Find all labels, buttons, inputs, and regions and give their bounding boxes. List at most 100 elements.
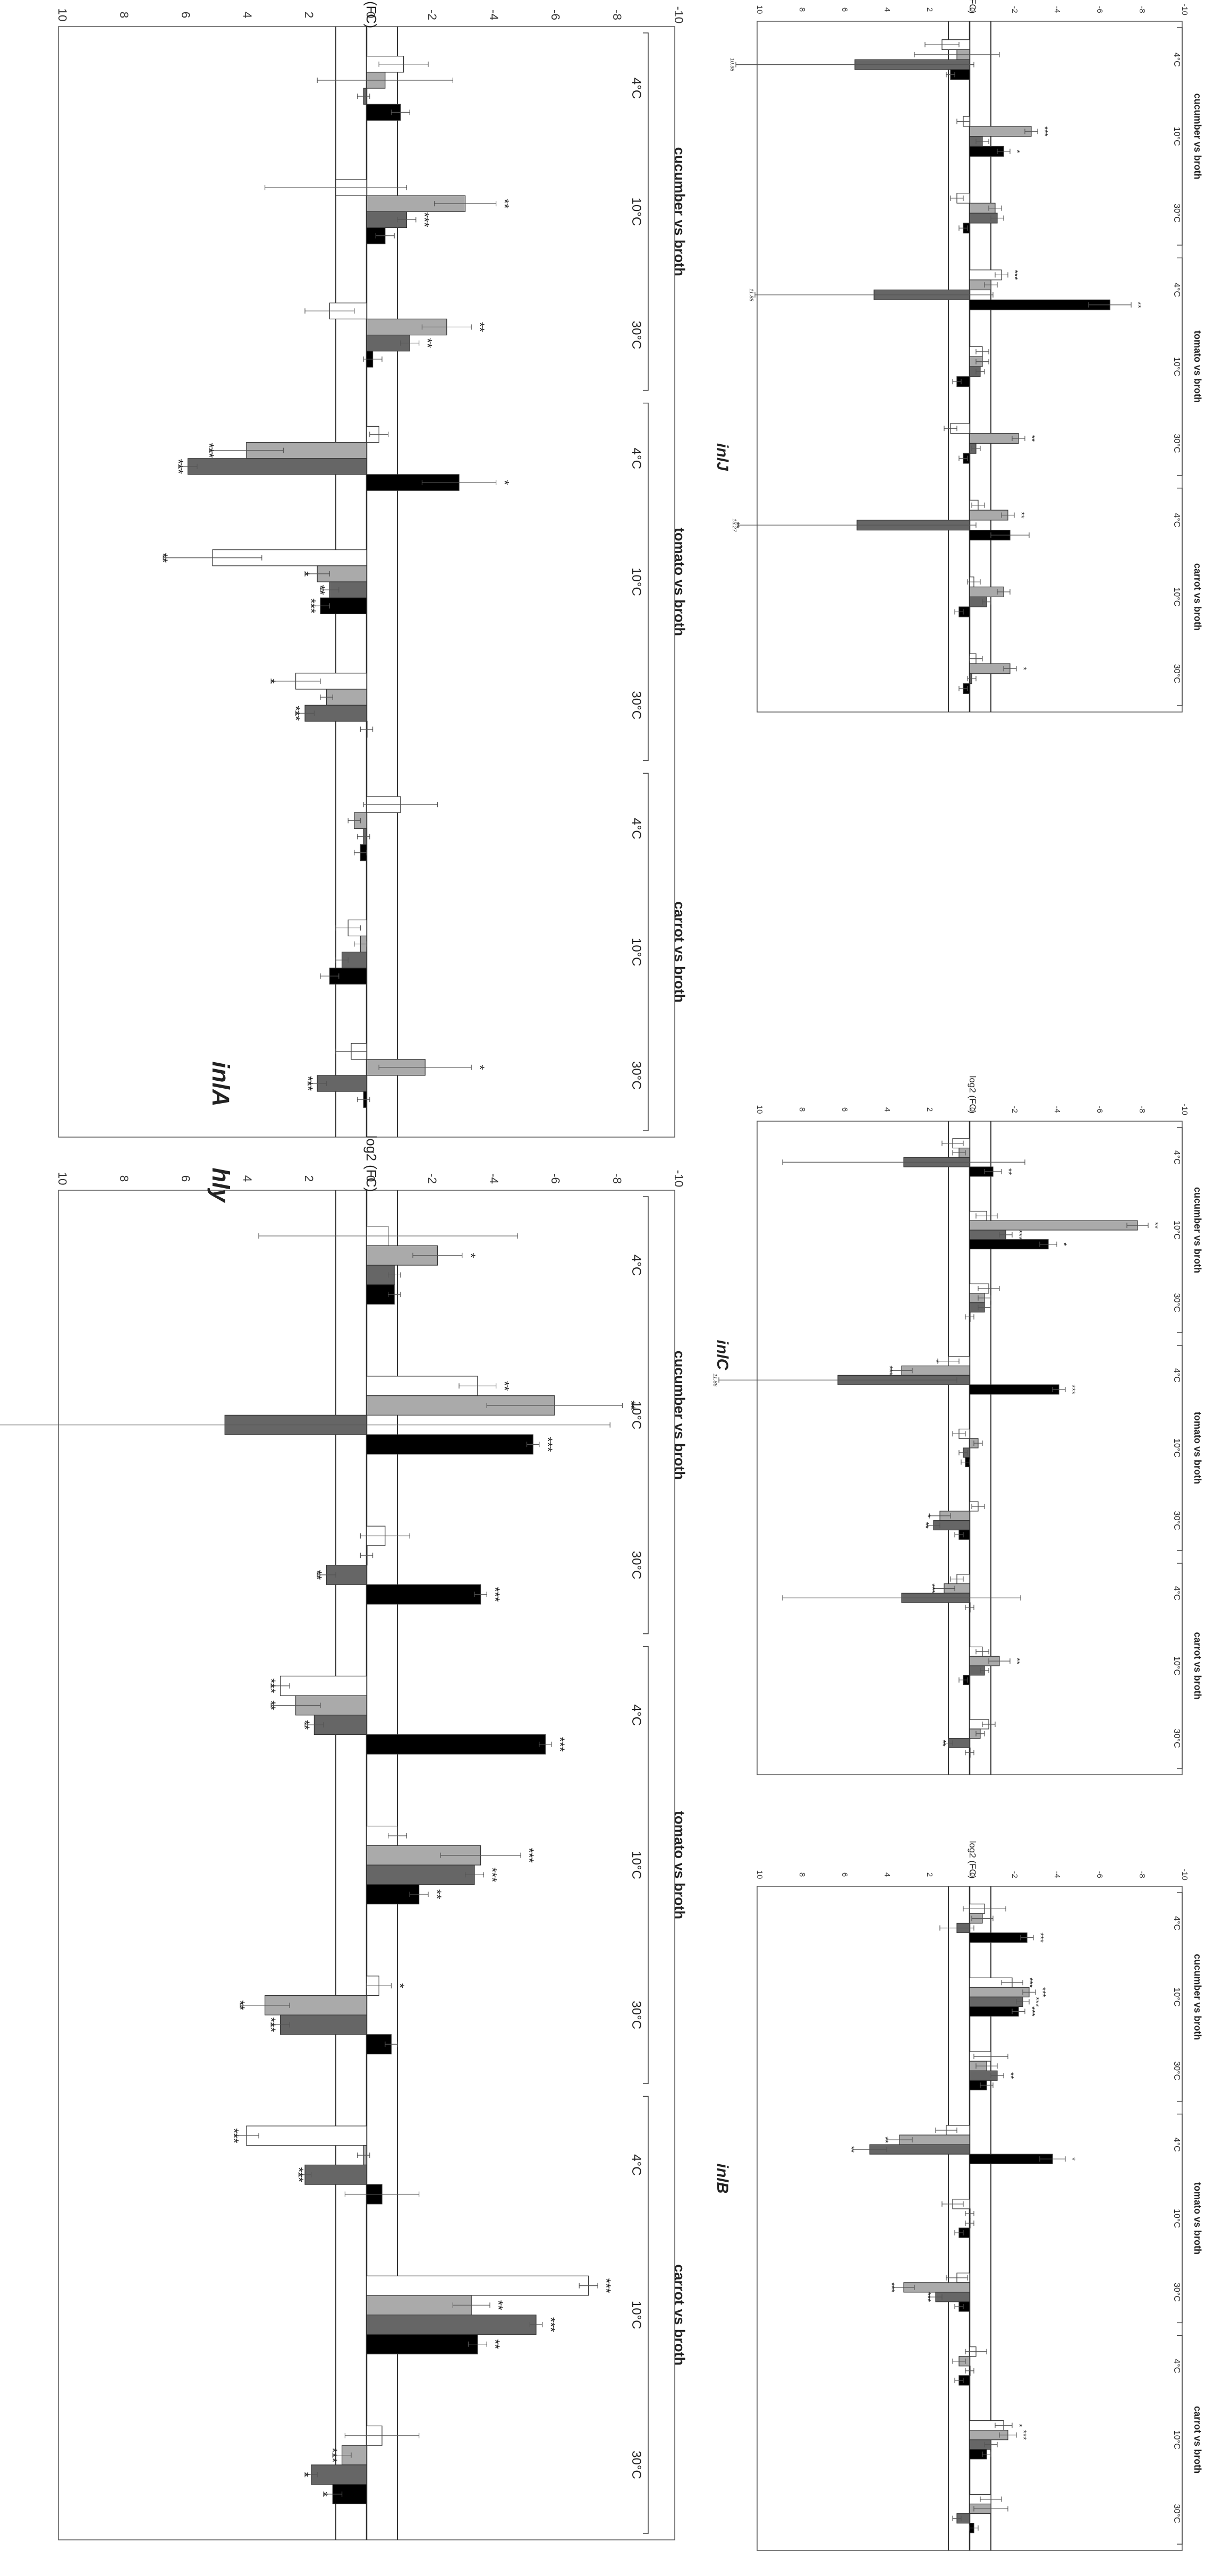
significance-stars: ** [1150, 1222, 1159, 1228]
bar [366, 1865, 475, 1885]
significance-stars: ** [233, 2001, 247, 2011]
y-tick-label: -6 [1095, 1871, 1104, 1878]
bar [246, 2125, 367, 2146]
bar [969, 1932, 1028, 1943]
y-tick-label: -6 [549, 1173, 562, 1184]
temperature-label: 30°C [1172, 1293, 1181, 1312]
temperature-label: 10°C [1172, 1221, 1181, 1240]
y-tick-label: -6 [1095, 6, 1104, 13]
temperature-label: 30°C [629, 2001, 643, 2029]
significance-stars: *** [1036, 1933, 1045, 1943]
significance-stars: *** [227, 2128, 241, 2143]
significance-stars: *** [1038, 1987, 1047, 1997]
significance-stars: ** [1133, 301, 1142, 308]
significance-stars: ** [429, 1889, 444, 1900]
bar [366, 2315, 537, 2335]
group-label: tomato vs broth [672, 528, 688, 636]
y-tick-label: 4 [241, 1175, 254, 1182]
temperature-label: 30°C [1172, 1511, 1181, 1530]
bar [969, 1220, 1138, 1231]
significance-stars: ** [880, 2137, 889, 2143]
y-tick-label: 4 [241, 12, 254, 19]
y-axis-label: log2 (FC) [968, 1841, 978, 1879]
group-label: tomato vs broth [672, 1811, 688, 1919]
significance-stars: *** [264, 2018, 278, 2032]
bar [279, 1675, 367, 1696]
overflow-value-label: 13.27 [731, 519, 737, 532]
chart-title: hly [207, 1167, 234, 1203]
bar [366, 2334, 478, 2354]
bar [304, 2164, 367, 2185]
temperature-label: 4°C [1172, 1586, 1181, 1600]
group-label: carrot vs broth [1192, 2406, 1203, 2473]
temperature-label: 4°C [1172, 1368, 1181, 1383]
significance-stars: *** [1031, 1997, 1040, 2007]
significance-stars: *** [522, 1848, 536, 1863]
y-tick-label: 6 [840, 1107, 849, 1112]
temperature-label: 30°C [629, 2451, 643, 2479]
bar [304, 705, 367, 722]
y-tick-label: 0 [968, 1872, 977, 1877]
chart-panel-inlJ: 10 8 6 4 2 0 -2 -4 -6 -8 -10 log2 (FC) inlJ 10.98 4°C *… [714, 0, 1203, 713]
bar [310, 2464, 367, 2485]
significance-stars: ** [472, 322, 487, 332]
y-tick-label: -6 [1095, 1106, 1104, 1113]
y-tick-label: 4 [882, 1107, 892, 1112]
group-bracket [643, 32, 649, 391]
temperature-label: 30°C [629, 321, 643, 350]
significance-stars: * [1014, 2424, 1023, 2427]
overflow-value-label: 10.98 [729, 58, 735, 71]
significance-stars: * [1012, 150, 1021, 153]
significance-stars: ** [1027, 435, 1036, 442]
significance-stars: * [931, 1360, 940, 1363]
significance-stars: ** [1016, 512, 1025, 518]
group-bracket [1177, 487, 1183, 706]
significance-stars: ** [298, 1720, 312, 1730]
bar [279, 2014, 367, 2035]
bar [969, 1996, 1023, 2007]
y-tick-label: 8 [797, 7, 807, 12]
significance-stars: *** [488, 1587, 502, 1602]
y-tick-label: -10 [672, 1170, 685, 1188]
y-tick-label: -8 [610, 10, 624, 20]
overflow-value-label: 11.86 [712, 1374, 718, 1387]
temperature-label: 4°C [629, 78, 643, 99]
significance-stars: * [1067, 2157, 1076, 2160]
significance-stars: *** [485, 1867, 499, 1882]
temperature-label: 30°C [1172, 434, 1181, 453]
y-tick-label: -4 [1053, 6, 1062, 13]
significance-stars: ** [156, 553, 170, 563]
temperature-label: 10°C [1172, 587, 1181, 606]
temperature-label: 4°C [629, 1705, 643, 1726]
temperature-label: 4°C [629, 448, 643, 469]
y-tick-label: -10 [672, 6, 685, 24]
chart-title: inlJ [714, 443, 731, 471]
bar [341, 2445, 367, 2465]
group-bracket [1177, 27, 1183, 246]
significance-stars: *** [599, 2278, 613, 2293]
group-label: carrot vs broth [672, 901, 688, 1003]
significance-stars: *** [1025, 1978, 1034, 1988]
y-tick-label: -6 [549, 10, 562, 20]
y-tick-label: -8 [1138, 1106, 1147, 1113]
y-tick-label: -10 [1180, 1104, 1189, 1115]
y-tick-label: 6 [840, 1872, 849, 1877]
bar [366, 2275, 589, 2296]
significance-stars: ** [313, 585, 327, 595]
significance-stars: * [316, 2492, 330, 2496]
group-bracket [1177, 2113, 1183, 2324]
temperature-label: 4°C [1172, 53, 1181, 67]
temperature-label: 4°C [1172, 513, 1181, 527]
significance-stars: *** [171, 459, 185, 474]
chart-title: inlC [714, 1340, 731, 1371]
y-tick-label: 8 [797, 1107, 807, 1112]
bar [366, 1434, 533, 1455]
bar [317, 1075, 367, 1092]
significance-stars: ** [1006, 2072, 1015, 2079]
temperature-label: 30°C [629, 1551, 643, 1580]
bar [969, 433, 1019, 444]
